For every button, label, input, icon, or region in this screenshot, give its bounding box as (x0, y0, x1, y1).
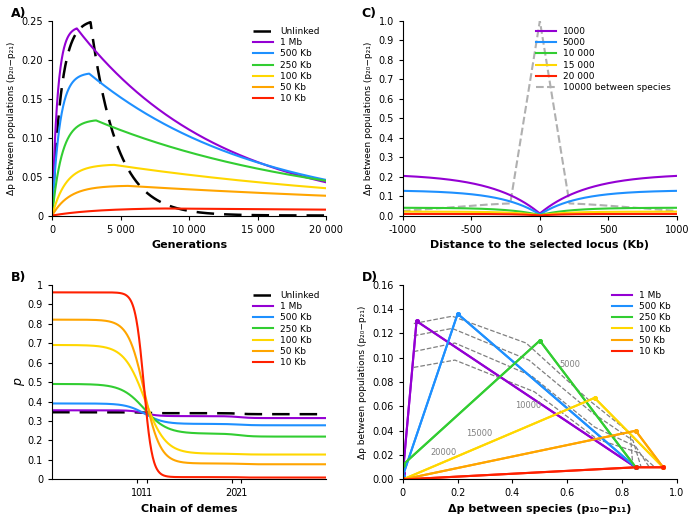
Legend: Unlinked, 1 Mb, 500 Kb, 250 Kb, 100 Kb, 50 Kb, 10 Kb: Unlinked, 1 Mb, 500 Kb, 250 Kb, 100 Kb, … (251, 289, 322, 369)
Legend: Unlinked, 1 Mb, 500 Kb, 250 Kb, 100 Kb, 50 Kb, 10 Kb: Unlinked, 1 Mb, 500 Kb, 250 Kb, 100 Kb, … (251, 25, 322, 105)
Text: A): A) (11, 7, 26, 20)
Text: 15000: 15000 (466, 429, 492, 438)
Y-axis label: p: p (12, 378, 25, 386)
Legend: 1000, 5000, 10 000, 15 000, 20 000, 10000 between species: 1000, 5000, 10 000, 15 000, 20 000, 1000… (534, 25, 672, 94)
Legend: 1 Mb, 500 Kb, 250 Kb, 100 Kb, 50 Kb, 10 Kb: 1 Mb, 500 Kb, 250 Kb, 100 Kb, 50 Kb, 10 … (610, 289, 672, 358)
Text: B): B) (11, 271, 26, 283)
Y-axis label: Δp between populations (p₂₀−p₂₁): Δp between populations (p₂₀−p₂₁) (358, 305, 367, 458)
X-axis label: Generations: Generations (151, 240, 227, 250)
Text: C): C) (362, 7, 377, 20)
X-axis label: Distance to the selected locus (Kb): Distance to the selected locus (Kb) (430, 240, 649, 250)
X-axis label: Chain of demes: Chain of demes (141, 504, 237, 514)
Y-axis label: Δp between populations (p₂₀−p₂₁): Δp between populations (p₂₀−p₂₁) (364, 41, 373, 195)
Text: 10000: 10000 (515, 401, 541, 410)
Text: 20000: 20000 (430, 448, 457, 457)
Text: 5000: 5000 (559, 361, 580, 369)
Y-axis label: Δp between populations (p₂₀−p₂₁): Δp between populations (p₂₀−p₂₁) (7, 41, 16, 195)
Text: D): D) (362, 271, 378, 283)
X-axis label: Δp between species (p₁₀−p₁₁): Δp between species (p₁₀−p₁₁) (448, 504, 631, 514)
